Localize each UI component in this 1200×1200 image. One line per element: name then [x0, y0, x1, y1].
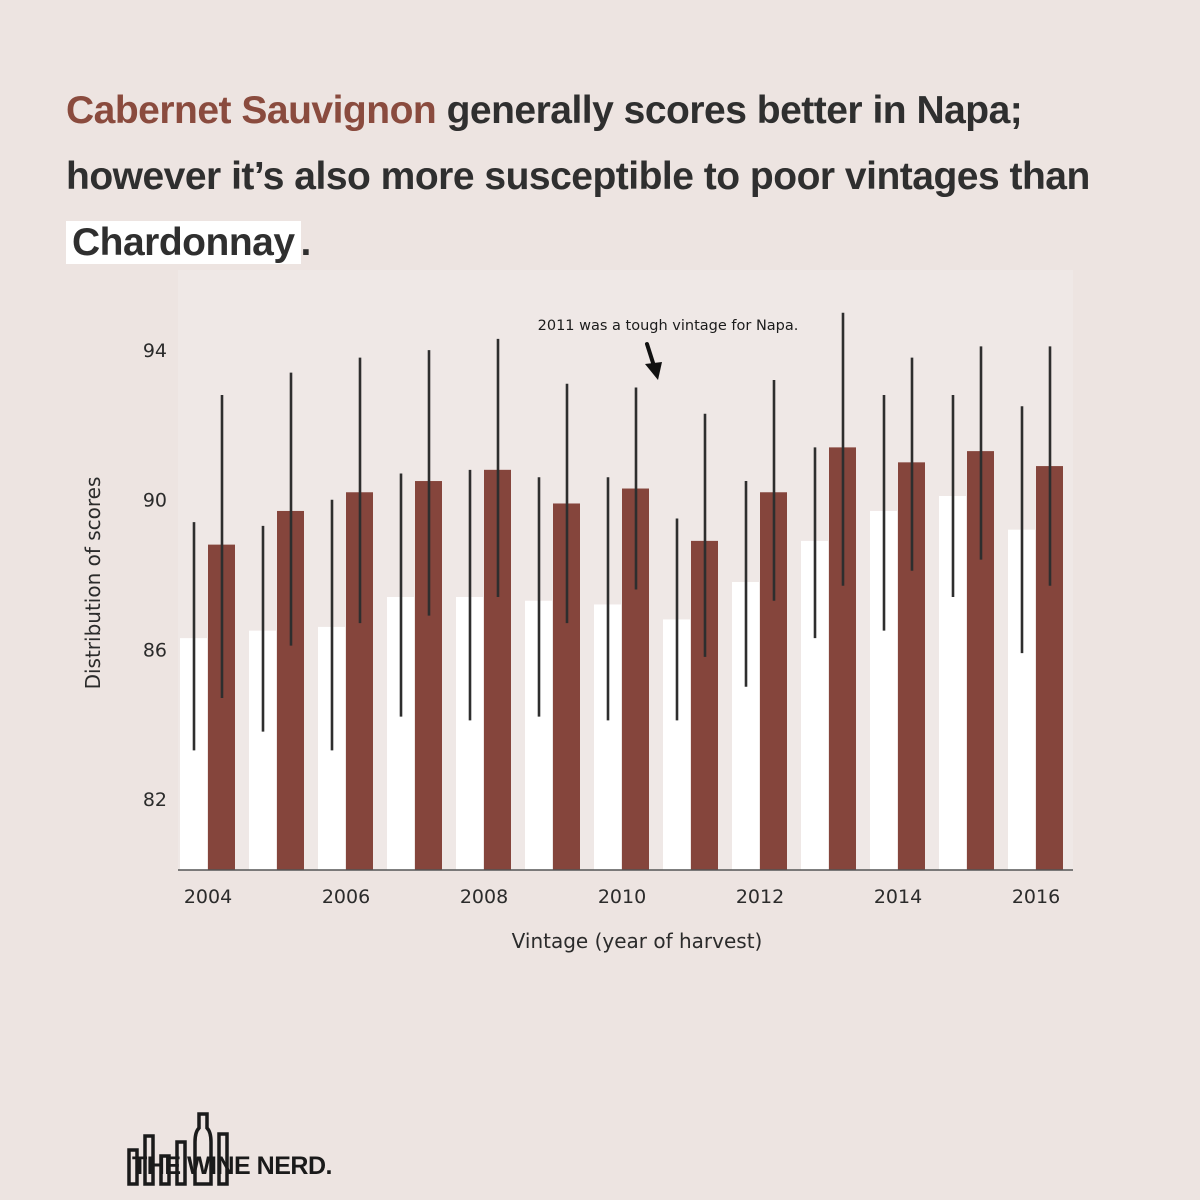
x-tick-2006: 2006: [322, 886, 370, 908]
annotation-arrow: [645, 342, 662, 380]
x-tick-2012: 2012: [736, 886, 784, 908]
bars-group: [180, 447, 1063, 870]
brand-name: THE WINE NERD.: [132, 1152, 332, 1180]
headline: Cabernet Sauvignon generally scores bett…: [66, 78, 1176, 276]
error-bars-group: [192, 312, 1052, 751]
y-axis-title: Distribution of scores: [81, 477, 105, 690]
x-tick-2014: 2014: [874, 886, 922, 908]
headline-period: .: [300, 221, 312, 264]
x-tick-2010: 2010: [598, 886, 646, 908]
headline-cabernet: Cabernet Sauvignon: [66, 89, 437, 132]
y-tick-82: 82: [143, 789, 167, 811]
headline-middle: generally scores better in Napa; however…: [66, 89, 1090, 198]
y-tick-90: 90: [143, 490, 167, 512]
headline-chardonnay: Chardonnay: [66, 221, 301, 264]
y-ticks-group: 82 86 90 94: [143, 340, 167, 811]
x-ticks-group: 2004 2006 2008 2010 2012 2014 2016: [184, 886, 1060, 908]
x-tick-2008: 2008: [460, 886, 508, 908]
wine-bottles-bar-icon: [127, 1112, 229, 1186]
x-tick-2004: 2004: [184, 886, 232, 908]
x-axis-title: Vintage (year of harvest): [512, 929, 763, 953]
annotation-text: 2011 was a tough vintage for Napa.: [538, 318, 799, 334]
y-tick-86: 86: [143, 639, 167, 661]
y-tick-94: 94: [143, 340, 167, 362]
x-tick-2016: 2016: [1012, 886, 1060, 908]
